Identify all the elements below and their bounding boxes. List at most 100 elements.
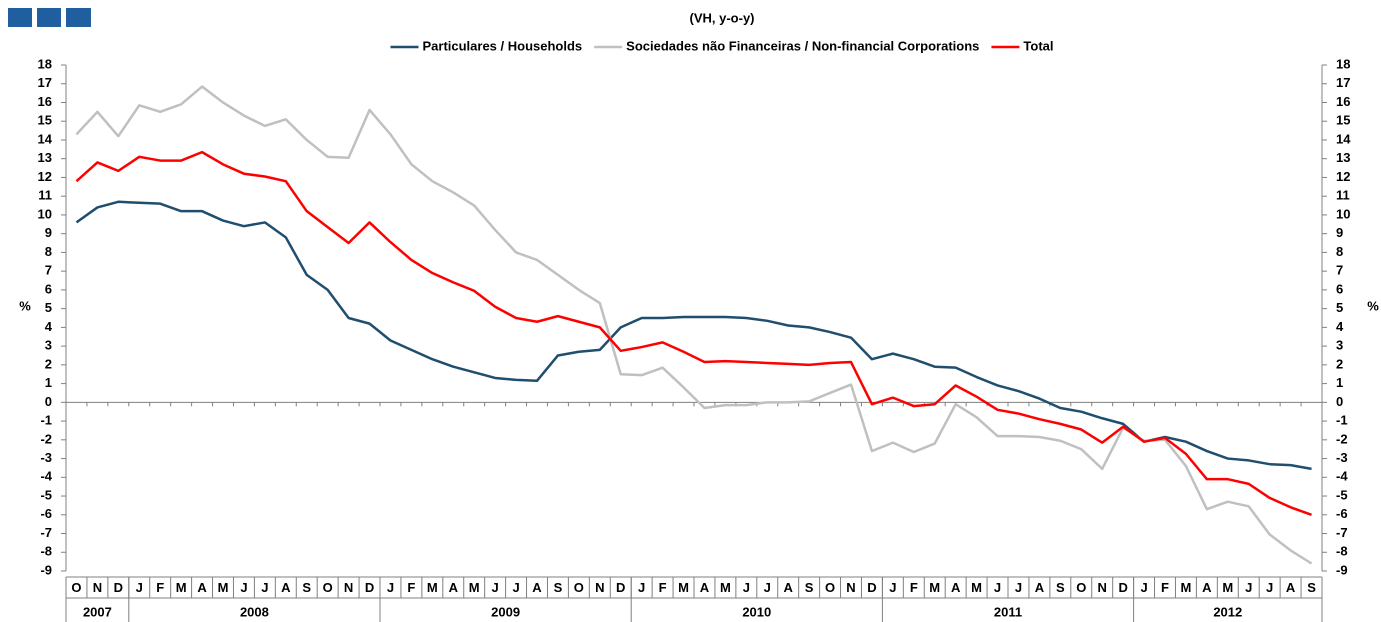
- y-tick-label: -9: [40, 562, 52, 577]
- y-tick-label: 3: [45, 338, 52, 353]
- y-tick-label: -2: [40, 431, 52, 446]
- x-tick-label: J: [743, 580, 750, 595]
- legend-label: Sociedades não Financeiras / Non-financi…: [626, 38, 979, 53]
- x-tick-label: N: [595, 580, 604, 595]
- year-label: 2008: [240, 604, 269, 619]
- x-tick-label: S: [302, 580, 311, 595]
- x-tick-label: A: [281, 580, 291, 595]
- y2-tick-label: -9: [1336, 562, 1348, 577]
- y-tick-label: -4: [40, 469, 52, 484]
- y2-tick-label: 3: [1336, 338, 1343, 353]
- y2-tick-label: 11: [1336, 188, 1350, 203]
- y-tick-label: -1: [40, 413, 52, 428]
- x-tick-label: M: [218, 580, 229, 595]
- x-tick-label: O: [71, 580, 81, 595]
- year-label: 2007: [83, 604, 112, 619]
- y-tick-label: 9: [45, 225, 52, 240]
- y-tick-label: 16: [38, 94, 52, 109]
- x-tick-label: A: [1035, 580, 1045, 595]
- y-tick-label: 17: [38, 75, 52, 90]
- y2-tick-label: 1: [1336, 375, 1343, 390]
- y-tick-label: 8: [45, 244, 52, 259]
- x-tick-label: J: [492, 580, 499, 595]
- x-tick-label: J: [764, 580, 771, 595]
- year-label: 2012: [1213, 604, 1242, 619]
- x-tick-label: O: [323, 580, 333, 595]
- legend-label: Total: [1023, 38, 1053, 53]
- x-tick-label: D: [114, 580, 123, 595]
- x-tick-label: A: [1202, 580, 1212, 595]
- x-tick-label: S: [805, 580, 814, 595]
- y2-tick-label: 17: [1336, 75, 1350, 90]
- y-tick-label: 4: [45, 319, 53, 334]
- series-line: [75, 150, 1312, 516]
- x-tick-label: M: [720, 580, 731, 595]
- year-label: 2009: [491, 604, 520, 619]
- x-tick-label: M: [929, 580, 940, 595]
- y-tick-label: 18: [38, 56, 52, 71]
- x-tick-label: M: [678, 580, 689, 595]
- x-tick-label: O: [1076, 580, 1086, 595]
- x-tick-label: J: [889, 580, 896, 595]
- x-tick-label: A: [1286, 580, 1296, 595]
- y-tick-label: -6: [40, 506, 52, 521]
- chart-title: (VH, y-o-y): [690, 10, 755, 25]
- x-tick-label: N: [344, 580, 353, 595]
- x-tick-label: S: [554, 580, 563, 595]
- y-tick-label: 12: [38, 169, 52, 184]
- y2-tick-label: 15: [1336, 113, 1350, 128]
- y-tick-label: 10: [38, 206, 52, 221]
- series-line: [75, 85, 1313, 565]
- x-tick-label: A: [532, 580, 542, 595]
- y2-tick-label: -3: [1336, 450, 1348, 465]
- y2-tick-label: -7: [1336, 525, 1348, 540]
- y2-tick-label: 2: [1336, 356, 1343, 371]
- x-tick-label: D: [1118, 580, 1127, 595]
- x-tick-label: F: [1161, 580, 1169, 595]
- y2-tick-label: -8: [1336, 544, 1348, 559]
- x-tick-label: S: [1056, 580, 1065, 595]
- y2-tick-label: -1: [1336, 413, 1348, 428]
- y2-tick-label: 12: [1336, 169, 1350, 184]
- y-tick-label: 6: [45, 281, 52, 296]
- y2-tick-label: 18: [1336, 56, 1350, 71]
- y2-tick-label: -5: [1336, 487, 1348, 502]
- x-tick-label: J: [1245, 580, 1252, 595]
- x-tick-label: D: [616, 580, 625, 595]
- x-tick-label: O: [574, 580, 584, 595]
- x-tick-label: M: [427, 580, 438, 595]
- y2-tick-label: -2: [1336, 431, 1348, 446]
- x-tick-label: M: [469, 580, 480, 595]
- series-line: [75, 200, 1312, 471]
- x-tick-label: A: [784, 580, 794, 595]
- y-axis-label: %: [19, 298, 31, 313]
- x-tick-label: M: [176, 580, 187, 595]
- y-tick-label: -5: [40, 487, 52, 502]
- x-tick-label: A: [449, 580, 459, 595]
- y2-tick-label: 8: [1336, 244, 1343, 259]
- x-tick-label: D: [867, 580, 876, 595]
- y-tick-label: -8: [40, 544, 52, 559]
- y2-tick-label: 10: [1336, 206, 1350, 221]
- x-tick-label: A: [700, 580, 710, 595]
- logo-block: [66, 8, 91, 27]
- y2-tick-label: 16: [1336, 94, 1350, 109]
- x-tick-label: A: [197, 580, 207, 595]
- y2-tick-label: 14: [1336, 131, 1351, 146]
- y-tick-label: 5: [45, 300, 52, 315]
- x-tick-label: F: [156, 580, 164, 595]
- year-label: 2011: [994, 604, 1022, 619]
- x-tick-label: M: [971, 580, 982, 595]
- y2-tick-label: 9: [1336, 225, 1343, 240]
- year-label: 2010: [742, 604, 771, 619]
- x-tick-label: J: [1015, 580, 1022, 595]
- x-tick-label: J: [240, 580, 247, 595]
- x-tick-label: N: [93, 580, 102, 595]
- x-tick-label: J: [994, 580, 1001, 595]
- y-tick-label: 13: [38, 150, 52, 165]
- y2-tick-label: 7: [1336, 263, 1343, 278]
- x-tick-label: A: [951, 580, 961, 595]
- x-tick-label: M: [1222, 580, 1233, 595]
- x-tick-label: O: [825, 580, 835, 595]
